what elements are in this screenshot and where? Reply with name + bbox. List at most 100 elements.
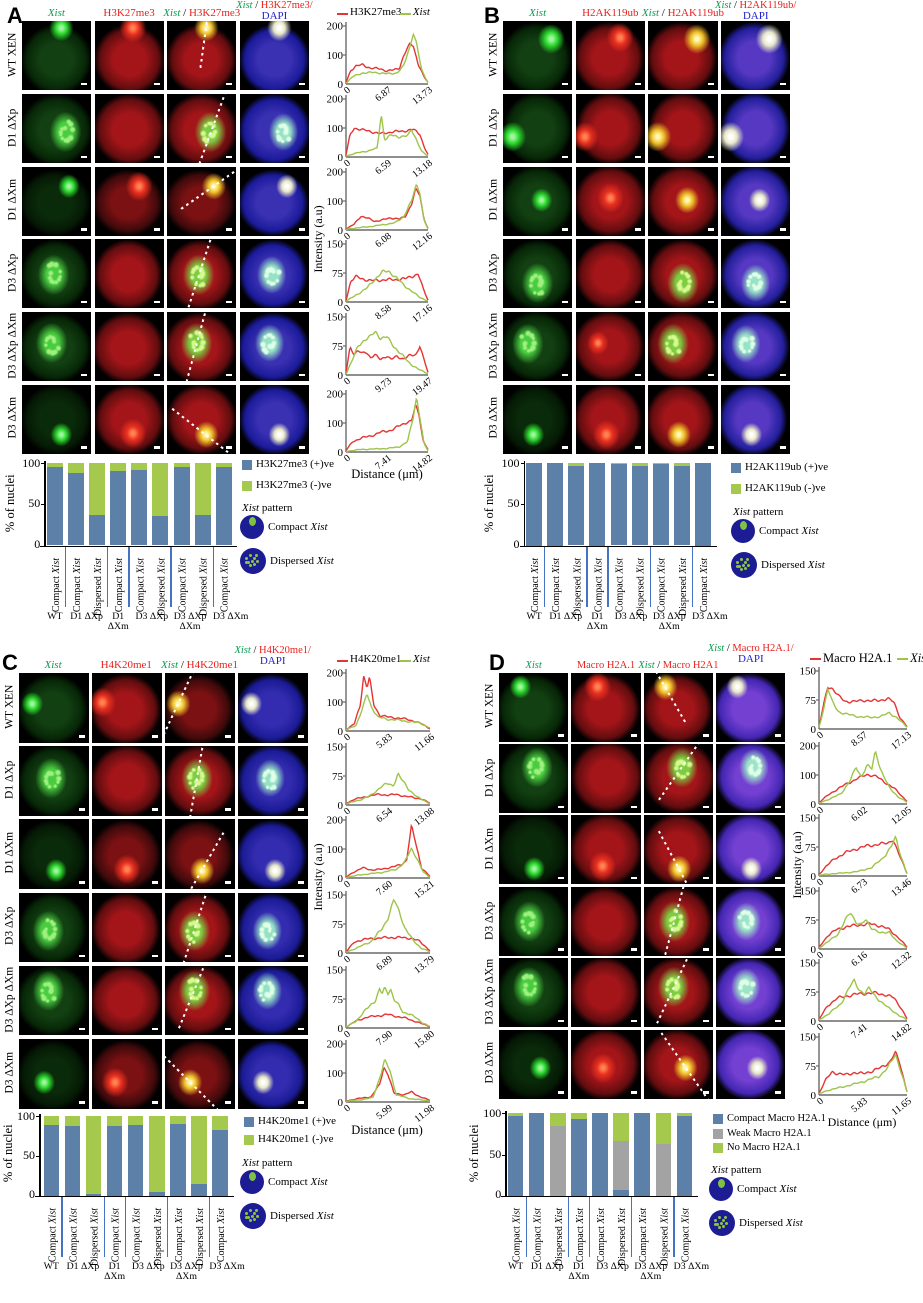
svg-text:200: 200	[327, 21, 344, 33]
svg-text:Compact Xist: Compact Xist	[220, 557, 231, 611]
svg-text:Dispersed Xist: Dispersed Xist	[93, 557, 104, 615]
svg-text:0: 0	[338, 948, 344, 960]
svg-text:Compact Xist: Compact Xist	[135, 557, 146, 611]
svg-text:5.83: 5.83	[849, 1095, 870, 1114]
svg-text:Compact Xist: Compact Xist	[512, 1208, 523, 1262]
svg-text:0: 0	[342, 303, 353, 315]
svg-text:200: 200	[327, 388, 344, 400]
svg-text:100: 100	[327, 50, 344, 62]
svg-text:0: 0	[815, 729, 826, 741]
svg-text:200: 200	[327, 1039, 344, 1051]
svg-text:0: 0	[815, 805, 826, 817]
svg-text:0: 0	[342, 85, 353, 97]
svg-text:150: 150	[800, 958, 817, 970]
svg-text:0: 0	[338, 800, 344, 812]
svg-text:0: 0	[338, 225, 344, 237]
svg-text:0: 0	[815, 1022, 826, 1034]
svg-text:100: 100	[327, 418, 344, 430]
svg-text:0: 0	[342, 879, 353, 891]
svg-text:150: 150	[327, 964, 344, 976]
svg-text:Compact Xist: Compact Xist	[680, 1208, 691, 1262]
svg-text:Dispersed Xist: Dispersed Xist	[199, 557, 210, 615]
svg-text:0: 0	[342, 1103, 353, 1115]
svg-text:0: 0	[811, 1016, 817, 1028]
svg-text:Compact Xist: Compact Xist	[72, 557, 83, 611]
svg-text:Compact Xist: Compact Xist	[111, 1208, 122, 1262]
svg-text:0: 0	[338, 370, 344, 382]
svg-text:Compact Xist: Compact Xist	[178, 557, 189, 611]
svg-text:0: 0	[815, 877, 826, 889]
svg-text:0: 0	[342, 953, 353, 965]
svg-text:Dispersed Xist: Dispersed Xist	[156, 557, 167, 615]
svg-text:0: 0	[338, 1023, 344, 1035]
svg-text:Compact Xist: Compact Xist	[575, 1208, 586, 1262]
svg-text:0: 0	[811, 944, 817, 956]
svg-text:Dispersed Xist: Dispersed Xist	[572, 557, 583, 615]
svg-text:0: 0	[811, 871, 817, 883]
svg-text:0: 0	[811, 799, 817, 811]
svg-text:Compact Xist: Compact Xist	[593, 557, 604, 611]
svg-text:Compact Xist: Compact Xist	[551, 557, 562, 611]
svg-text:0: 0	[338, 152, 344, 164]
svg-text:Compact Xist: Compact Xist	[47, 1208, 58, 1262]
svg-text:75: 75	[805, 842, 817, 854]
svg-text:Compact Xist: Compact Xist	[596, 1208, 607, 1262]
svg-text:Dispersed Xist: Dispersed Xist	[678, 557, 689, 615]
svg-text:150: 150	[327, 889, 344, 901]
svg-text:200: 200	[327, 668, 344, 680]
svg-text:0: 0	[342, 158, 353, 170]
svg-text:Compact Xist: Compact Xist	[615, 557, 626, 611]
svg-text:75: 75	[805, 695, 817, 707]
svg-text:Dispersed Xist: Dispersed Xist	[90, 1208, 101, 1266]
svg-text:0: 0	[342, 806, 353, 818]
svg-text:75: 75	[332, 268, 344, 280]
svg-text:0: 0	[338, 447, 344, 459]
svg-text:100: 100	[327, 1068, 344, 1080]
svg-text:Compact Xist: Compact Xist	[657, 557, 668, 611]
svg-text:200: 200	[327, 166, 344, 178]
svg-text:Dispersed Xist: Dispersed Xist	[617, 1208, 628, 1266]
svg-text:0: 0	[338, 79, 344, 91]
svg-text:150: 150	[327, 742, 344, 754]
svg-text:200: 200	[800, 741, 817, 753]
svg-text:75: 75	[332, 994, 344, 1006]
svg-text:75: 75	[805, 987, 817, 999]
svg-text:Dispersed Xist: Dispersed Xist	[659, 1208, 670, 1266]
svg-text:100: 100	[327, 697, 344, 709]
svg-text:75: 75	[805, 1061, 817, 1073]
svg-text:100: 100	[327, 196, 344, 208]
svg-text:0: 0	[338, 873, 344, 885]
svg-text:Compact Xist: Compact Xist	[530, 557, 541, 611]
svg-text:150: 150	[327, 239, 344, 251]
svg-text:Compact Xist: Compact Xist	[114, 557, 125, 611]
svg-text:Dispersed Xist: Dispersed Xist	[195, 1208, 206, 1266]
svg-text:100: 100	[800, 770, 817, 782]
svg-text:0: 0	[811, 1090, 817, 1102]
svg-text:150: 150	[800, 1031, 817, 1043]
svg-text:0: 0	[338, 726, 344, 738]
svg-text:200: 200	[327, 93, 344, 105]
svg-text:0: 0	[342, 1028, 353, 1040]
svg-text:75: 75	[805, 915, 817, 927]
svg-text:0: 0	[342, 230, 353, 242]
svg-text:Compact Xist: Compact Xist	[699, 557, 710, 611]
svg-text:0: 0	[342, 452, 353, 464]
svg-text:Compact Xist: Compact Xist	[533, 1208, 544, 1262]
svg-text:Dispersed Xist: Dispersed Xist	[636, 557, 647, 615]
svg-text:100: 100	[327, 123, 344, 135]
svg-text:Compact Xist: Compact Xist	[51, 557, 62, 611]
svg-text:150: 150	[800, 813, 817, 825]
svg-text:100: 100	[327, 844, 344, 856]
svg-text:0: 0	[338, 297, 344, 309]
svg-text:0: 0	[342, 376, 353, 388]
svg-text:Dispersed Xist: Dispersed Xist	[153, 1208, 164, 1266]
svg-text:Compact Xist: Compact Xist	[132, 1208, 143, 1262]
svg-text:0: 0	[811, 724, 817, 736]
svg-text:Dispersed Xist: Dispersed Xist	[554, 1208, 565, 1266]
svg-text:0: 0	[342, 732, 353, 744]
svg-text:0: 0	[815, 949, 826, 961]
svg-text:200: 200	[327, 815, 344, 827]
svg-text:Compact Xist: Compact Xist	[68, 1208, 79, 1262]
svg-text:Compact Xist: Compact Xist	[174, 1208, 185, 1262]
svg-text:Compact Xist: Compact Xist	[638, 1208, 649, 1262]
